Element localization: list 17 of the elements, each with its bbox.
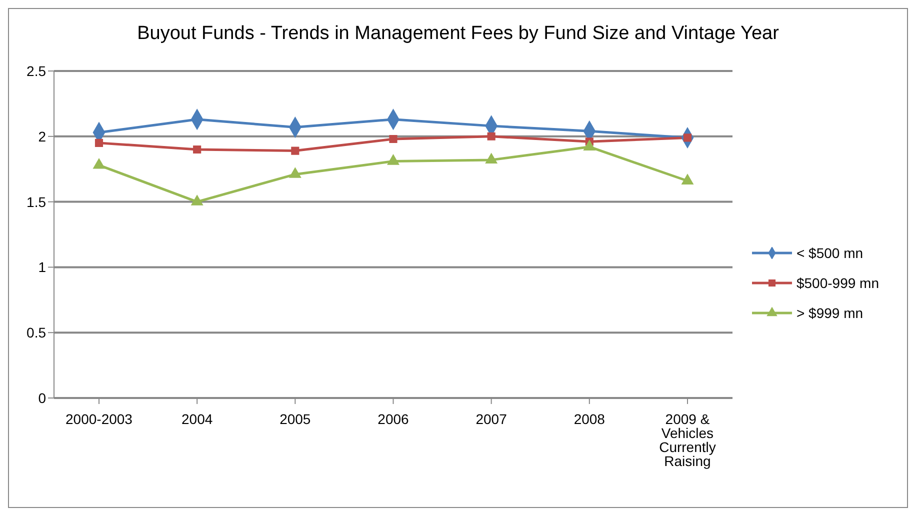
y-tick-label: 0.5	[26, 324, 46, 341]
y-tick-label: 2	[38, 128, 46, 144]
x-tick-label: 2009 & Vehicles Currently Raising	[659, 410, 716, 469]
legend-label: < $500 mn	[796, 245, 864, 261]
x-tick-label: 2004	[182, 410, 213, 427]
x-tick-label: 2005	[280, 410, 311, 427]
legend-label: > $999 mn	[796, 305, 864, 321]
x-tick-label: 2000-2003	[66, 410, 133, 427]
y-tick-label: 1.5	[26, 194, 46, 210]
chart-title: Buyout Funds - Trends in Management Fees by Fund Size and Vintage Year	[136, 22, 780, 46]
legend-label: $500-999 mn	[796, 275, 879, 291]
y-tick-label: 0	[38, 390, 46, 406]
y-tick-label: 2.5	[26, 62, 46, 79]
x-tick-label: 2006	[378, 410, 410, 427]
x-tick-label: 2008	[574, 410, 606, 427]
y-tick-label: 1	[38, 259, 46, 276]
x-tick-label: 2007	[476, 410, 508, 427]
